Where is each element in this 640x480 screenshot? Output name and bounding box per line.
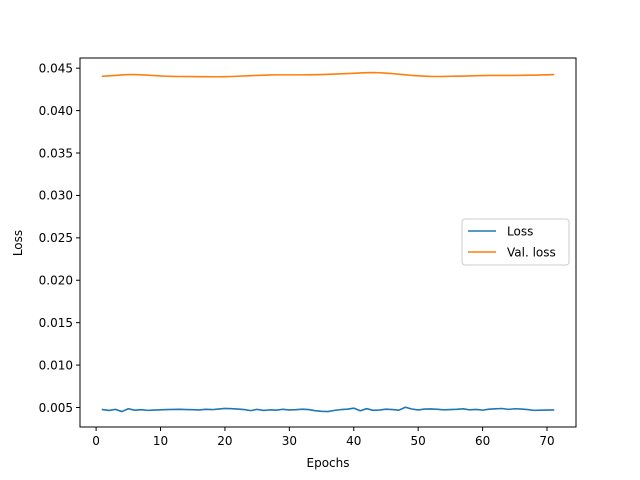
series-layer <box>101 71 555 413</box>
y-tick-label: 0.005 <box>39 401 73 415</box>
x-tick-label: 60 <box>475 434 490 448</box>
x-tick-label: 10 <box>153 434 168 448</box>
series-line-loss <box>101 406 555 413</box>
y-tick-label: 0.015 <box>39 316 73 330</box>
x-axis: 0 10 20 30 40 50 60 70 <box>92 427 555 448</box>
y-tick-label: 0.010 <box>39 358 73 372</box>
legend-label-val-loss: Val. loss <box>507 246 556 260</box>
y-tick-label: 0.035 <box>39 146 73 160</box>
x-tick-label: 20 <box>217 434 232 448</box>
y-axis: 0.005 0.010 0.015 0.020 0.025 0.030 0.035 0.040… <box>39 61 80 415</box>
x-tick-label: 40 <box>346 434 361 448</box>
x-tick-label: 30 <box>282 434 297 448</box>
x-tick-label: 0 <box>92 434 100 448</box>
y-axis-label: Loss <box>11 230 25 256</box>
y-tick-label: 0.040 <box>39 104 73 118</box>
y-tick-label: 0.020 <box>39 274 73 288</box>
plot-area-frame <box>79 57 577 428</box>
legend-label-loss: Loss <box>507 225 533 239</box>
y-tick-label: 0.045 <box>39 61 73 75</box>
legend: Loss Val. loss <box>461 218 570 266</box>
series-line-val-loss <box>101 71 555 78</box>
y-tick-label: 0.030 <box>39 189 73 203</box>
x-tick-label: 50 <box>411 434 426 448</box>
y-tick-label: 0.025 <box>39 231 73 245</box>
x-tick-label: 70 <box>539 434 554 448</box>
x-axis-label: Epochs <box>307 456 350 470</box>
